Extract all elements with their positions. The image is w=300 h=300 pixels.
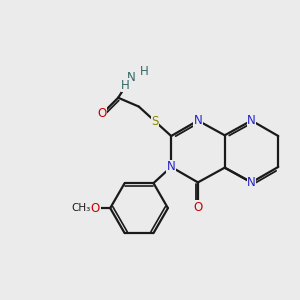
Text: O: O bbox=[91, 202, 100, 214]
Text: N: N bbox=[194, 114, 202, 127]
Text: O: O bbox=[193, 201, 203, 214]
Text: CH₃: CH₃ bbox=[71, 203, 90, 213]
Text: S: S bbox=[151, 115, 159, 128]
Text: N: N bbox=[167, 160, 176, 173]
Text: O: O bbox=[97, 107, 106, 120]
Text: H: H bbox=[140, 65, 148, 78]
Text: N: N bbox=[247, 176, 256, 189]
Text: N: N bbox=[247, 114, 256, 127]
Text: N: N bbox=[127, 70, 136, 84]
Text: H: H bbox=[121, 79, 130, 92]
